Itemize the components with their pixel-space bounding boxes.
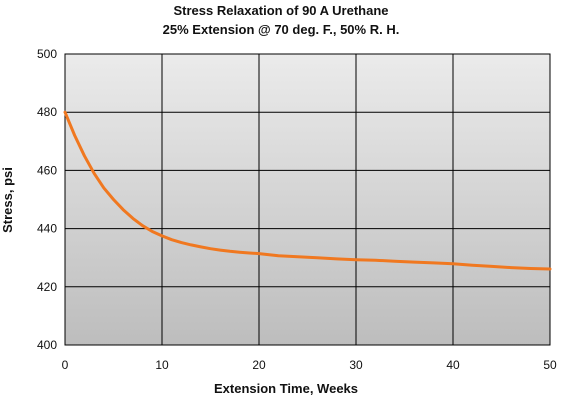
x-tick-label: 30 (349, 358, 363, 372)
x-tick-label: 20 (252, 358, 266, 372)
y-tick-label: 500 (37, 47, 57, 61)
y-tick-label: 420 (37, 280, 57, 294)
y-tick-label: 480 (37, 105, 57, 119)
tick-labels: 0 10 20 30 40 50 400 420 440 460 480 500 (37, 47, 557, 372)
y-tick-label: 440 (37, 222, 57, 236)
y-tick-label: 400 (37, 338, 57, 352)
chart-subtitle: 25% Extension @ 70 deg. F., 50% R. H. (163, 22, 400, 37)
y-tick-label: 460 (37, 163, 57, 177)
x-tick-label: 10 (155, 358, 169, 372)
plot-frame (64, 53, 551, 346)
x-axis-label: Extension Time, Weeks (214, 381, 358, 396)
plot-area (65, 54, 550, 345)
series-line (63, 110, 552, 271)
x-tick-label: 40 (446, 358, 460, 372)
x-tick-label: 0 (62, 358, 69, 372)
y-axis-label: Stress, psi (0, 167, 15, 233)
series (63, 110, 552, 271)
grid (64, 53, 551, 346)
x-tick-label: 50 (543, 358, 557, 372)
chart-title: Stress Relaxation of 90 A Urethane (173, 3, 388, 18)
